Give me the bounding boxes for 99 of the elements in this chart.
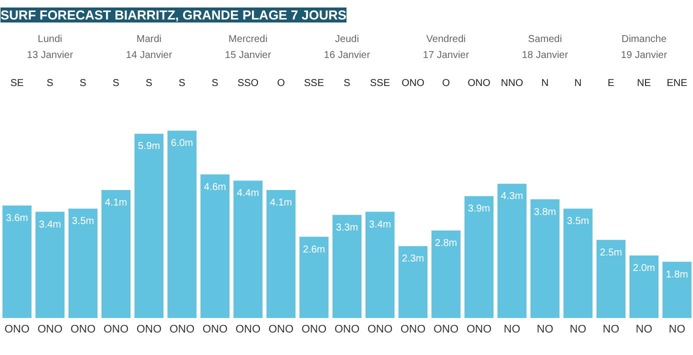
x-tick-label: ONO — [367, 324, 393, 336]
text: S — [344, 78, 351, 90]
text: ONO — [402, 78, 425, 90]
x-tick-label: ONO — [37, 324, 63, 336]
text: 14 Janvier — [126, 50, 173, 61]
data-label: 2.8m — [434, 238, 458, 250]
bar — [167, 130, 197, 318]
data-label: 4.6m — [204, 182, 226, 193]
text: SSO — [237, 78, 259, 90]
text: SSE — [304, 78, 324, 90]
text: Samedi — [528, 34, 562, 46]
text: S — [46, 78, 54, 90]
x-tick-label: ONO — [4, 324, 30, 336]
text: E — [608, 78, 615, 90]
data-label: 3.5m — [72, 216, 94, 228]
bar — [662, 262, 692, 318]
text: O — [442, 78, 450, 90]
bar — [332, 214, 362, 318]
x-tick-label: ONO — [268, 324, 294, 336]
bar — [464, 196, 494, 318]
text: Mardi — [136, 34, 162, 46]
bar — [530, 199, 560, 318]
text: N — [574, 78, 582, 90]
text: Mercredi — [228, 34, 268, 46]
x-tick-label: ONO — [433, 324, 459, 336]
data-label: 3.3m — [336, 222, 358, 234]
text: N — [541, 78, 549, 90]
bar — [35, 212, 65, 318]
text: S — [212, 78, 219, 90]
bar — [431, 230, 461, 318]
data-label: 3.4m — [368, 219, 392, 230]
text: 19 Janvier — [620, 50, 668, 61]
chart-title: SURF FORECAST BIARRITZ, GRANDE PLAGE 7 JOURS — [0, 8, 347, 22]
x-tick-label: ONO — [235, 324, 261, 336]
x-tick-label: ONO — [466, 324, 492, 336]
data-label: 2.6m — [302, 244, 326, 256]
x-tick-label: ONO — [136, 324, 162, 336]
text: 15 Janvier — [224, 50, 272, 61]
text: 17 Janvier — [422, 50, 470, 61]
data-label: 4.4m — [236, 188, 260, 200]
x-tick-label: ONO — [103, 324, 129, 336]
bar — [2, 206, 32, 318]
x-tick-label: NO — [504, 324, 521, 336]
x-tick-label: NO — [570, 324, 587, 336]
text: SE — [10, 78, 24, 90]
x-tick-label: NO — [602, 324, 620, 336]
data-label: 3.4m — [38, 219, 62, 230]
bar — [365, 212, 395, 318]
bar — [233, 180, 263, 318]
x-tick-label: NO — [536, 324, 554, 336]
bar — [101, 190, 131, 318]
x-tick-label: ONO — [70, 324, 96, 336]
data-label: 3.8m — [534, 206, 556, 218]
text: ONO — [468, 78, 491, 90]
text: Vendredi — [426, 34, 466, 46]
text: 16 Janvier — [324, 50, 371, 61]
x-tick-label: NO — [668, 324, 686, 336]
bar — [68, 208, 98, 318]
text: ENE — [666, 78, 688, 90]
bar — [134, 134, 164, 318]
text: S — [112, 78, 120, 90]
x-tick-label: ONO — [400, 324, 426, 336]
bar — [299, 236, 329, 318]
bar — [497, 184, 527, 318]
data-label: 3.5m — [566, 216, 590, 228]
x-tick-label: ONO — [334, 324, 360, 336]
text: O — [277, 78, 286, 90]
data-label: 5.9m — [138, 141, 160, 152]
text: Lundi — [38, 34, 62, 46]
text: S — [178, 78, 186, 90]
bar — [266, 190, 296, 318]
data-label: 6.0m — [170, 138, 194, 150]
x-tick-label: NO — [636, 324, 653, 336]
bar — [398, 246, 428, 318]
data-label: 3.6m — [6, 213, 28, 224]
bar — [629, 256, 659, 318]
data-label: 4.3m — [500, 191, 524, 202]
text: Dimanche — [621, 34, 667, 46]
data-label: 4.1m — [270, 197, 292, 208]
data-label: 2.3m — [402, 254, 424, 265]
text: S — [146, 78, 153, 90]
bar — [200, 174, 230, 318]
data-label: 3.9m — [468, 204, 490, 215]
text: 13 Janvier — [26, 50, 74, 61]
data-label: 1.8m — [666, 269, 688, 280]
text: SSE — [370, 78, 390, 90]
data-label: 2.5m — [600, 247, 622, 258]
data-label: 4.1m — [104, 197, 128, 208]
text: 18 Janvier — [522, 50, 569, 61]
text: NE — [637, 78, 652, 90]
text: S — [80, 78, 87, 90]
x-tick-label: ONO — [202, 324, 228, 336]
text: Jeudi — [335, 34, 359, 46]
data-label: 2.0m — [632, 263, 656, 274]
bar — [596, 240, 626, 318]
x-tick-label: ONO — [301, 324, 327, 336]
text: NNO — [500, 78, 524, 90]
bar — [563, 208, 593, 318]
x-tick-label: ONO — [169, 324, 195, 336]
